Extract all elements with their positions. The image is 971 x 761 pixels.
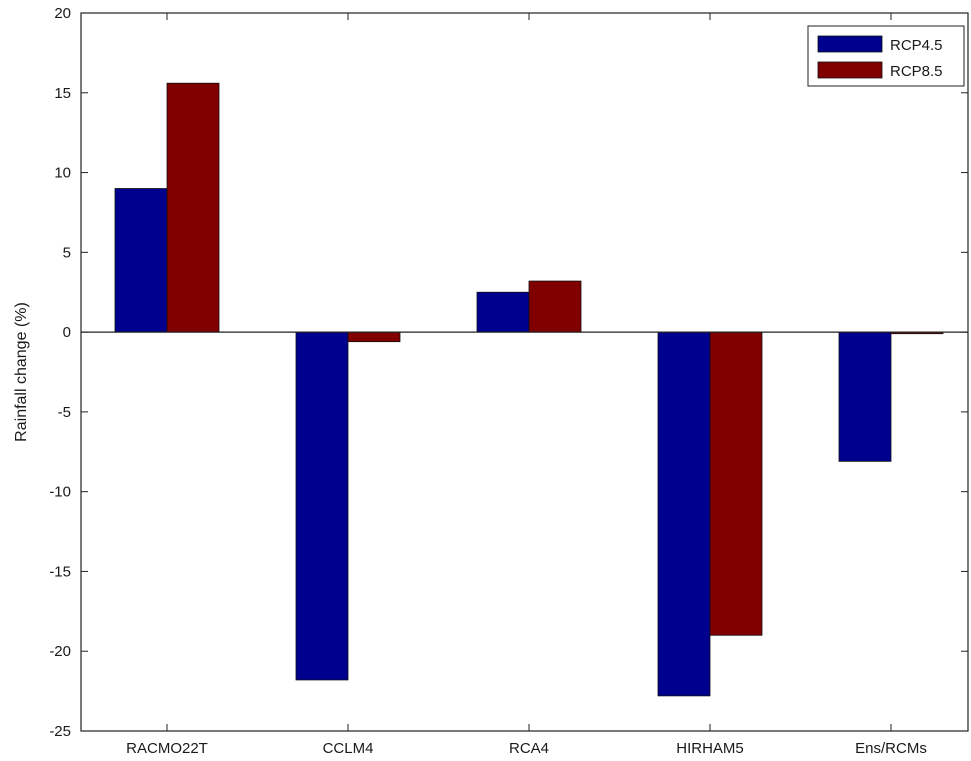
legend-swatch bbox=[817, 61, 883, 79]
y-tick-label: 15 bbox=[54, 85, 71, 102]
x-tick-label: HIRHAM5 bbox=[676, 740, 744, 757]
x-tick-label: Ens/RCMs bbox=[855, 740, 927, 757]
x-tick-label: RCA4 bbox=[509, 740, 549, 757]
bar-rcp4-5-rca4 bbox=[476, 291, 530, 333]
bar-rcp8-5-rca4 bbox=[528, 280, 582, 333]
y-tick-label: 5 bbox=[63, 244, 71, 261]
bar-rcp4-5-hirham5 bbox=[657, 331, 711, 697]
plot-area bbox=[81, 13, 968, 731]
plot-frame bbox=[80, 12, 969, 732]
y-tick-label: 10 bbox=[54, 165, 71, 182]
bars-group bbox=[114, 82, 944, 697]
y-axis-label: Rainfall change (%) bbox=[13, 302, 30, 442]
bar-rcp8-5-cclm4 bbox=[347, 331, 401, 343]
bar-rcp4-5-racmo22t bbox=[114, 188, 168, 333]
y-tick-label: 0 bbox=[63, 324, 71, 341]
y-tick-label: -15 bbox=[49, 563, 71, 580]
x-tick-label: RACMO22T bbox=[126, 740, 208, 757]
bar-rcp4-5-cclm4 bbox=[295, 331, 349, 681]
bar-rcp8-5-hirham5 bbox=[709, 331, 763, 636]
y-tick-label: -20 bbox=[49, 643, 71, 660]
x-tick-label: CCLM4 bbox=[323, 740, 374, 757]
bar-rcp4-5-ens-rcms bbox=[838, 331, 892, 462]
legend-label: RCP4.5 bbox=[890, 37, 943, 54]
legend-items: RCP4.5 RCP8.5 bbox=[817, 35, 943, 80]
y-tick-label: -25 bbox=[49, 723, 71, 740]
legend-label: RCP8.5 bbox=[890, 63, 943, 80]
y-tick-label: 20 bbox=[54, 5, 71, 22]
y-axis-ticks: 20 15 10 5 0 -5 -10 -15 -20 -25 bbox=[49, 5, 968, 740]
legend-swatch bbox=[817, 35, 883, 53]
y-tick-label: -5 bbox=[58, 404, 71, 421]
x-axis-ticks: RACMO22T CCLM4 RCA4 HIRHAM5 Ens/RCMs bbox=[126, 13, 927, 757]
bar-rcp8-5-racmo22t bbox=[166, 82, 220, 333]
y-tick-label: -10 bbox=[49, 484, 71, 501]
legend: RCP4.5 RCP8.5 bbox=[807, 25, 965, 87]
